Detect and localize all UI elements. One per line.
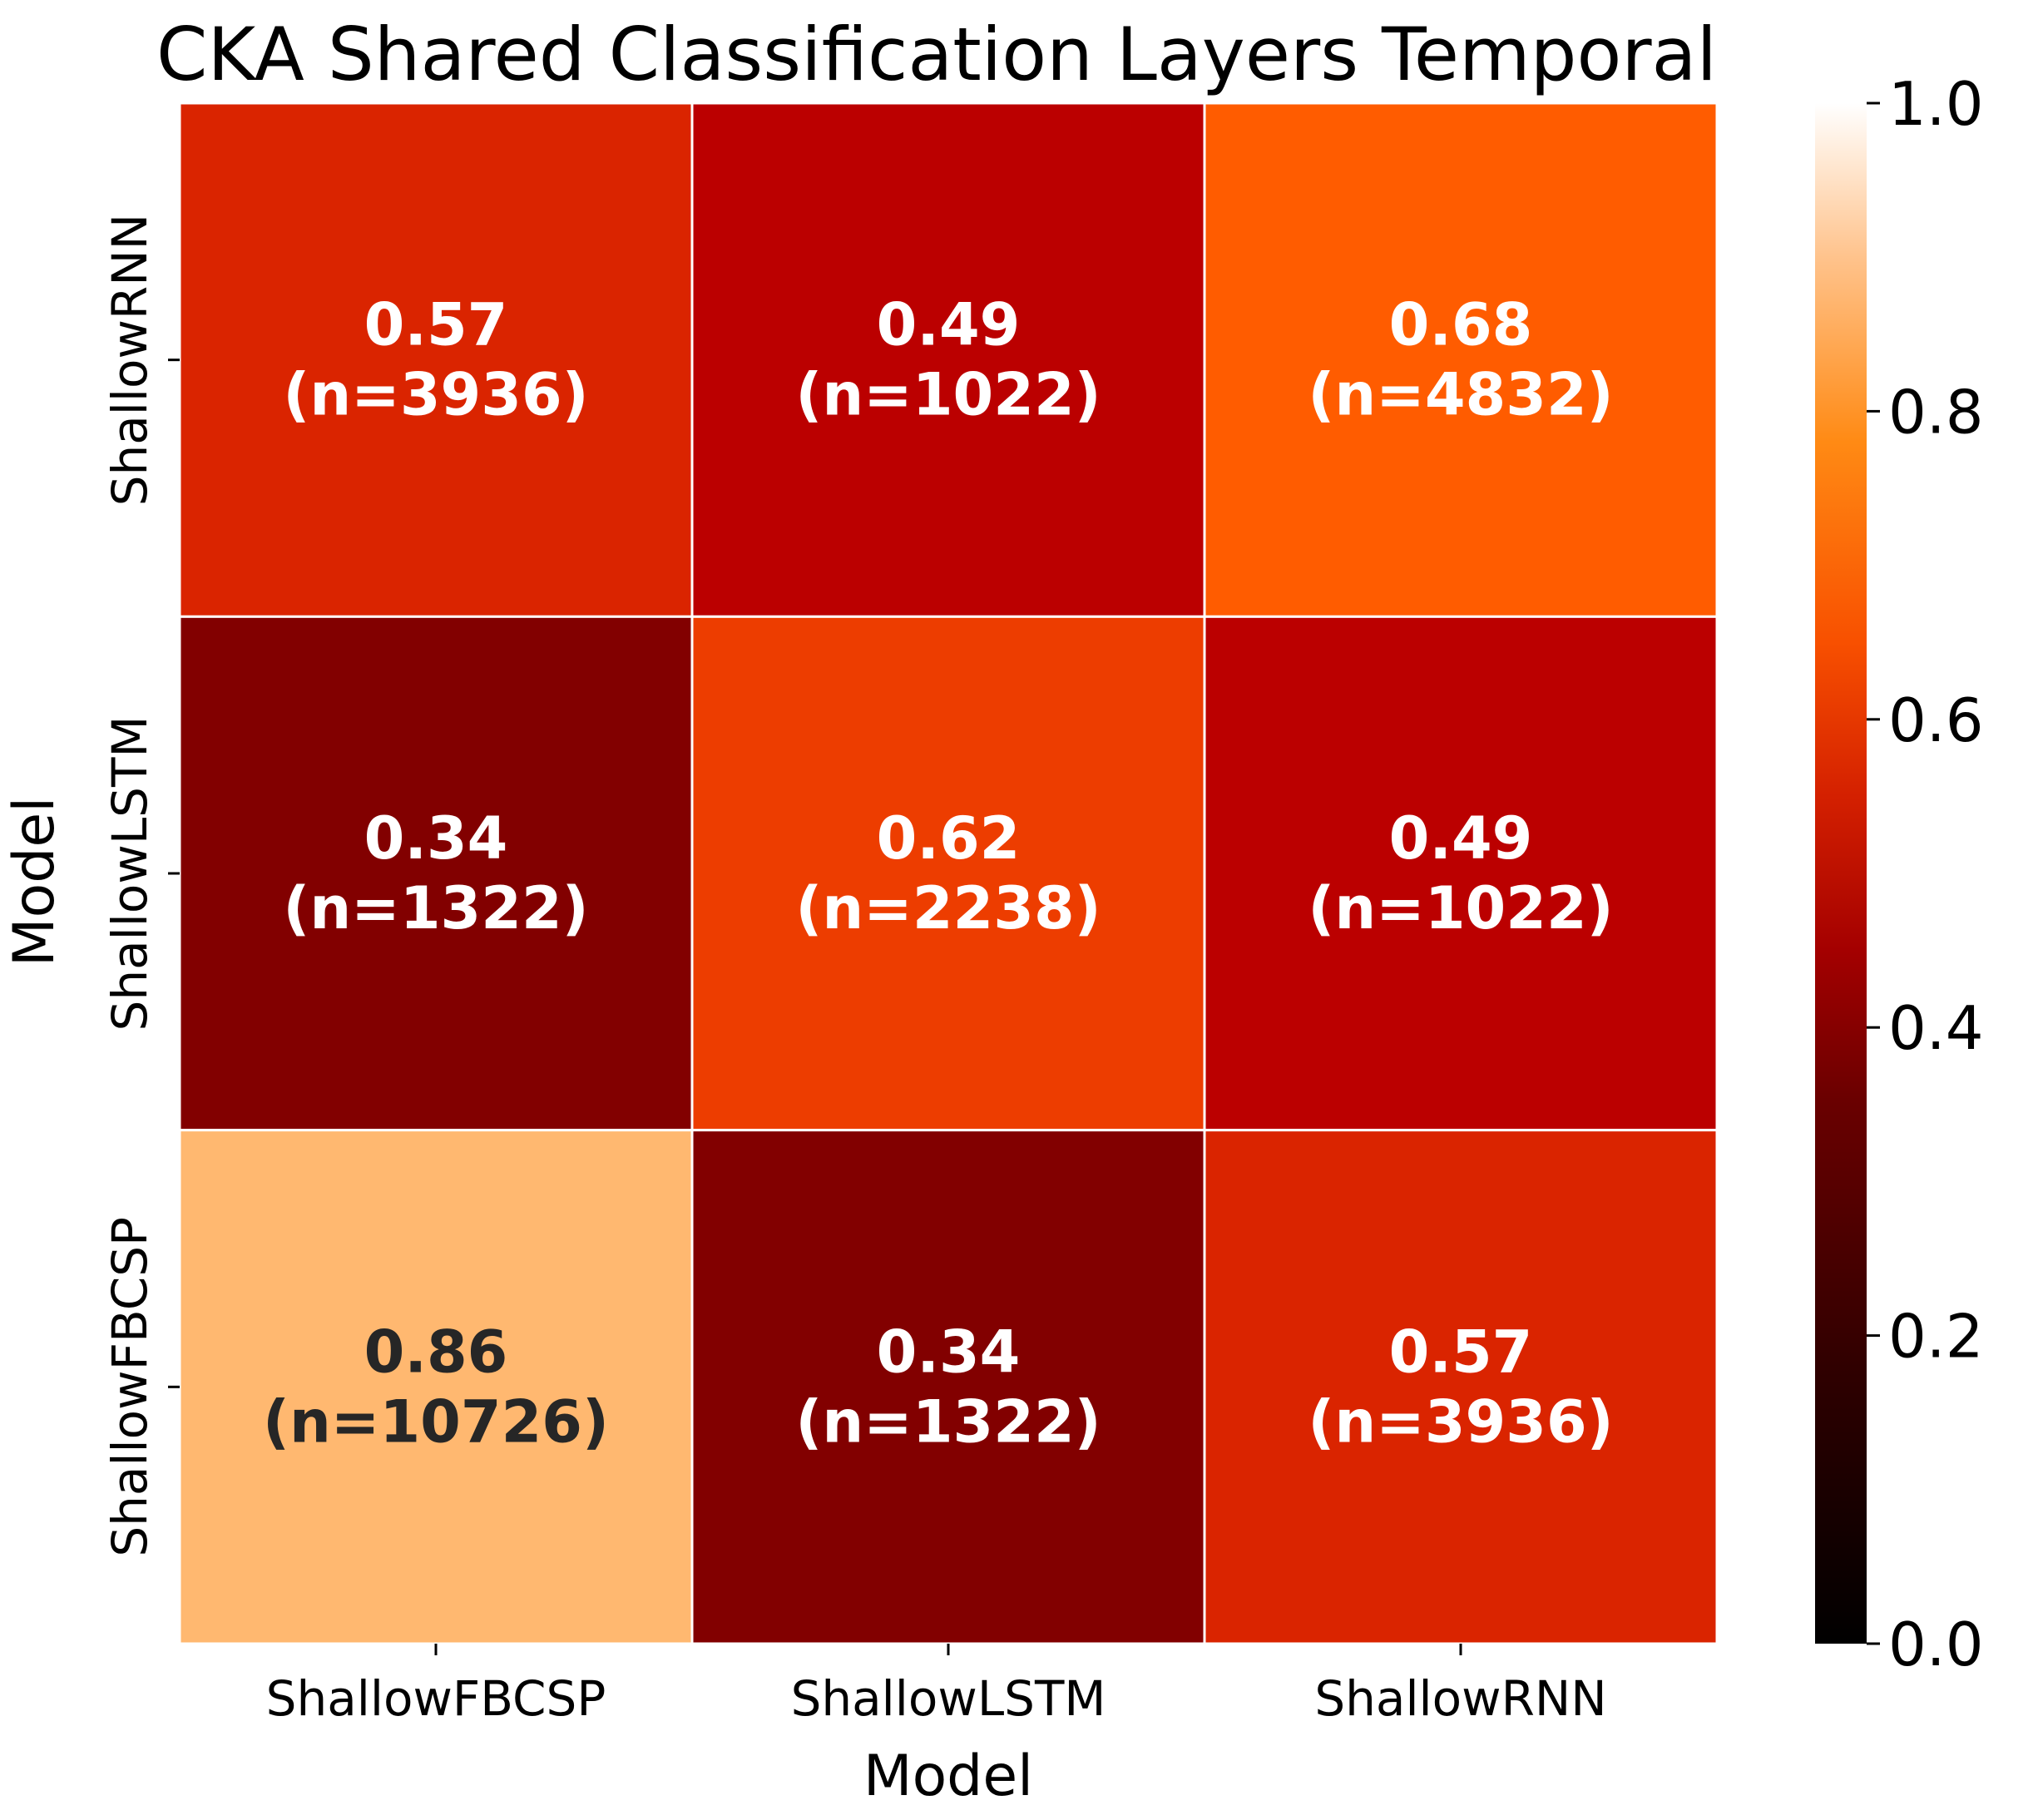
x-tick-label: ShallowRNN (1314, 1670, 1606, 1727)
cell-count-label: (n=2238) (795, 874, 1101, 942)
heatmap-cell (690, 101, 1206, 618)
colorbar-tick-label: 0.0 (1888, 1610, 1984, 1679)
colorbar-tick-label: 0.2 (1888, 1302, 1984, 1372)
x-tick-label: ShallowLSTM (791, 1670, 1106, 1727)
y-axis-ticks: ShallowRNN ShallowLSTM ShallowFBCSP (101, 214, 180, 1557)
heatmap-cell (690, 1129, 1206, 1645)
cell-count-label: (n=4832) (1308, 361, 1613, 429)
cell-count-label: (n=1322) (795, 1387, 1101, 1456)
x-axis-ticks: ShallowFBCSP ShallowLSTM ShallowRNN (266, 1644, 1607, 1727)
colorbar-tick-label: 0.8 (1888, 377, 1984, 447)
cell-count-label: (n=1022) (795, 361, 1101, 429)
cell-value-label: 0.57 (1389, 1318, 1533, 1386)
colorbar-tick-label: 1.0 (1888, 69, 1984, 139)
heatmap-annotations: 0.57(n=3936)0.49(n=1022)0.68(n=4832)0.34… (263, 291, 1614, 1456)
heatmap-cell (178, 101, 694, 618)
x-tick-label: ShallowFBCSP (266, 1670, 606, 1727)
cell-value-label: 0.57 (364, 291, 508, 359)
cell-value-label: 0.49 (1389, 804, 1533, 873)
colorbar-tick-label: 0.6 (1888, 685, 1984, 755)
cell-value-label: 0.62 (877, 804, 1021, 873)
cell-count-label: (n=3936) (283, 361, 588, 429)
cell-value-label: 0.34 (364, 804, 508, 873)
colorbar-tick-label: 0.4 (1888, 993, 1984, 1063)
cell-value-label: 0.49 (877, 291, 1021, 359)
y-tick-label: ShallowFBCSP (101, 1217, 158, 1557)
cell-count-label: (n=10726) (263, 1387, 609, 1456)
heatmap-cell (178, 1129, 694, 1645)
x-axis-label: Model (863, 1743, 1033, 1809)
cell-value-label: 0.68 (1389, 291, 1533, 359)
heatmap-cell (690, 615, 1206, 1132)
cell-value-label: 0.34 (877, 1318, 1021, 1386)
heatmap-cell (178, 615, 694, 1132)
y-tick-label: ShallowLSTM (101, 716, 158, 1031)
heatmap-cell (1203, 615, 1719, 1132)
cell-count-label: (n=1022) (1308, 874, 1613, 942)
heatmap-cell (1203, 1129, 1719, 1645)
y-axis-label: Model (2, 797, 67, 967)
y-tick-label: ShallowRNN (101, 214, 158, 506)
colorbar-ticks: 0.0 0.2 0.4 0.6 0.8 1.0 (1867, 69, 1984, 1679)
chart-title: CKA Shared Classification Layers Tempora… (156, 12, 1717, 97)
cell-count-label: (n=3936) (1308, 1387, 1613, 1456)
colorbar (1815, 103, 1867, 1644)
cell-count-label: (n=1322) (283, 874, 588, 942)
heatmap-cells (178, 101, 1719, 1645)
heatmap-cell (1203, 101, 1719, 618)
cell-value-label: 0.86 (364, 1318, 508, 1386)
